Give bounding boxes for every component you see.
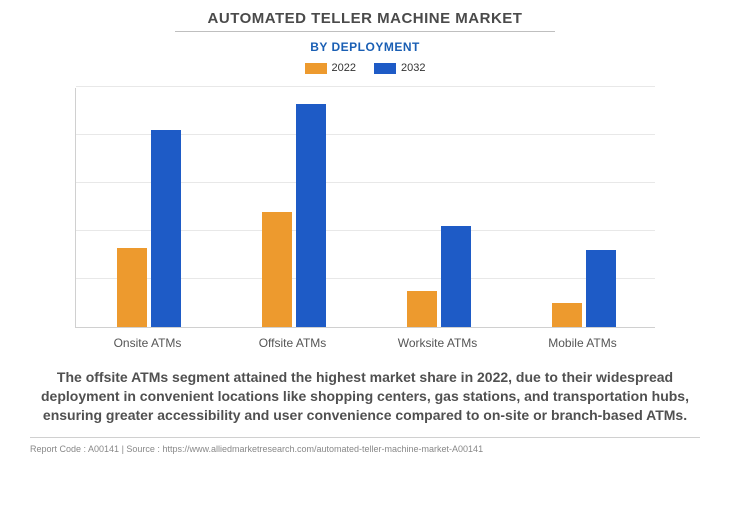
legend-swatch-2022 [305, 63, 327, 74]
legend-label-2032: 2032 [401, 62, 425, 74]
title-underline [175, 31, 555, 32]
legend: 2022 2032 [30, 62, 700, 74]
report-code: Report Code : A00141 [30, 444, 119, 454]
footer-separator: | Source : [119, 444, 162, 454]
footer: Report Code : A00141 | Source : https://… [30, 444, 700, 454]
plot-area [75, 88, 655, 328]
footer-source: https://www.alliedmarketresearch.com/aut… [162, 444, 483, 454]
x-category-3: Mobile ATMs [548, 336, 616, 350]
chart-description: The offsite ATMs segment attained the hi… [40, 368, 690, 425]
legend-label-2022: 2022 [332, 62, 356, 74]
bar-group-2 [407, 226, 471, 327]
bar-2032-onsite [151, 130, 181, 327]
chart-title: AUTOMATED TELLER MACHINE MARKET [30, 10, 700, 27]
bar-2032-worksite [441, 226, 471, 327]
gridline [76, 86, 655, 87]
bar-2022-mobile [552, 303, 582, 327]
bar-2022-onsite [117, 248, 147, 327]
bar-2032-offsite [296, 104, 326, 327]
bar-group-3 [552, 250, 616, 327]
legend-item-2032: 2032 [374, 62, 425, 74]
bar-group-1 [262, 104, 326, 327]
x-category-2: Worksite ATMs [398, 336, 478, 350]
chart-subtitle: BY DEPLOYMENT [30, 40, 700, 54]
legend-swatch-2032 [374, 63, 396, 74]
x-category-1: Offsite ATMs [259, 336, 327, 350]
x-category-0: Onsite ATMs [114, 336, 182, 350]
chart-area: Onsite ATMs Offsite ATMs Worksite ATMs M… [55, 80, 675, 350]
bar-2032-mobile [586, 250, 616, 327]
bar-2022-worksite [407, 291, 437, 327]
legend-item-2022: 2022 [305, 62, 356, 74]
bar-group-0 [117, 130, 181, 327]
bar-2022-offsite [262, 212, 292, 327]
footer-divider [30, 437, 700, 438]
